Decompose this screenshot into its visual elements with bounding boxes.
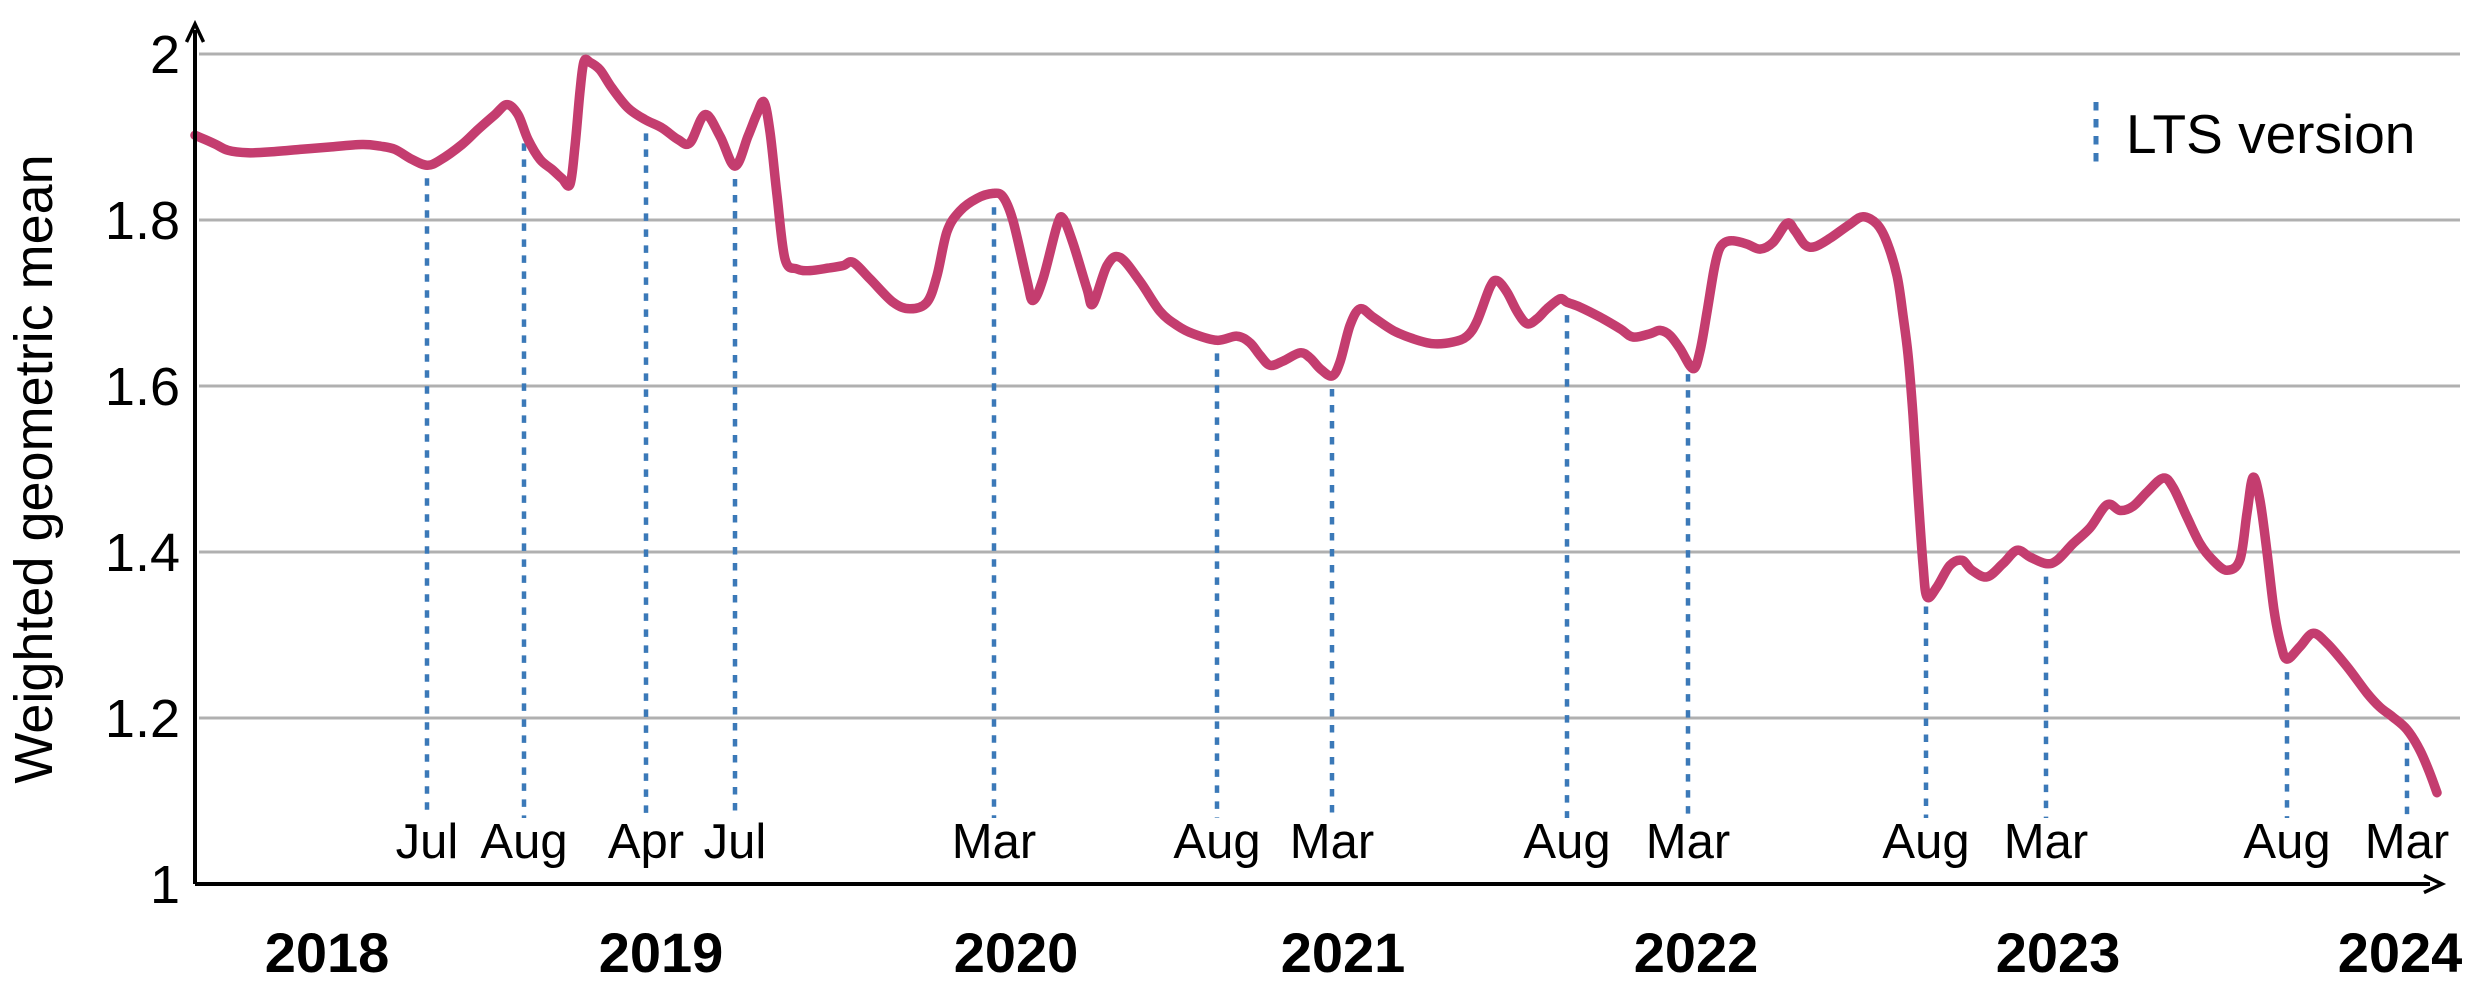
lts-month-label: Aug	[1173, 815, 1260, 869]
y-axis-arrow	[184, 19, 206, 43]
lts-month-label: Aug	[2243, 815, 2330, 869]
y-tick-label: 1.2	[105, 689, 180, 749]
series-layer	[190, 54, 2442, 798]
y-tick-label: 2	[150, 25, 180, 85]
y-axis-title: Weighted geometric mean	[4, 154, 64, 783]
lts-month-label: Mar	[2365, 815, 2449, 869]
x-year-label: 2018	[265, 921, 390, 984]
y-tick-label: 1.8	[105, 191, 180, 251]
lts-month-label: Mar	[1646, 815, 1730, 869]
lts-month-label: Apr	[608, 815, 684, 869]
lts-month-label: Jul	[396, 815, 459, 869]
y-tick-label: 1.6	[105, 357, 180, 417]
y-tick-label: 1.4	[105, 523, 180, 583]
x-year-label: 2023	[1996, 921, 2121, 984]
lts-month-label: Jul	[704, 815, 767, 869]
x-year-label: 2020	[954, 921, 1079, 984]
axes-layer	[184, 19, 2447, 895]
lts-month-label: Aug	[480, 815, 567, 869]
legend: LTS version	[2093, 102, 2415, 170]
axis-labels-layer: 2 1.8 1.6 1.4 1.2 1 2018 2019 2020 2021 2022 2023 20…	[105, 25, 2462, 984]
lts-month-label: Aug	[1523, 815, 1610, 869]
lts-month-label: Mar	[1290, 815, 1374, 869]
x-axis-arrow	[2423, 873, 2447, 895]
lts-month-label: Mar	[952, 815, 1036, 869]
lts-month-label: Aug	[1882, 815, 1969, 869]
lts-markers-layer: Jul Aug Apr Jul Mar Aug Mar Aug Mar Aug Mar Aug Mar	[396, 133, 2449, 869]
x-year-label: 2019	[599, 921, 724, 984]
series-line-weighted-geometric-mean	[190, 54, 2442, 798]
x-year-label: 2022	[1634, 921, 1759, 984]
x-year-label: 2021	[1281, 921, 1406, 984]
legend-label: LTS version	[2126, 103, 2415, 165]
y-tick-label: 1	[150, 855, 180, 915]
gridlines-layer	[199, 52, 2460, 720]
lts-month-label: Mar	[2004, 815, 2088, 869]
x-year-label: 2024	[2338, 921, 2463, 984]
